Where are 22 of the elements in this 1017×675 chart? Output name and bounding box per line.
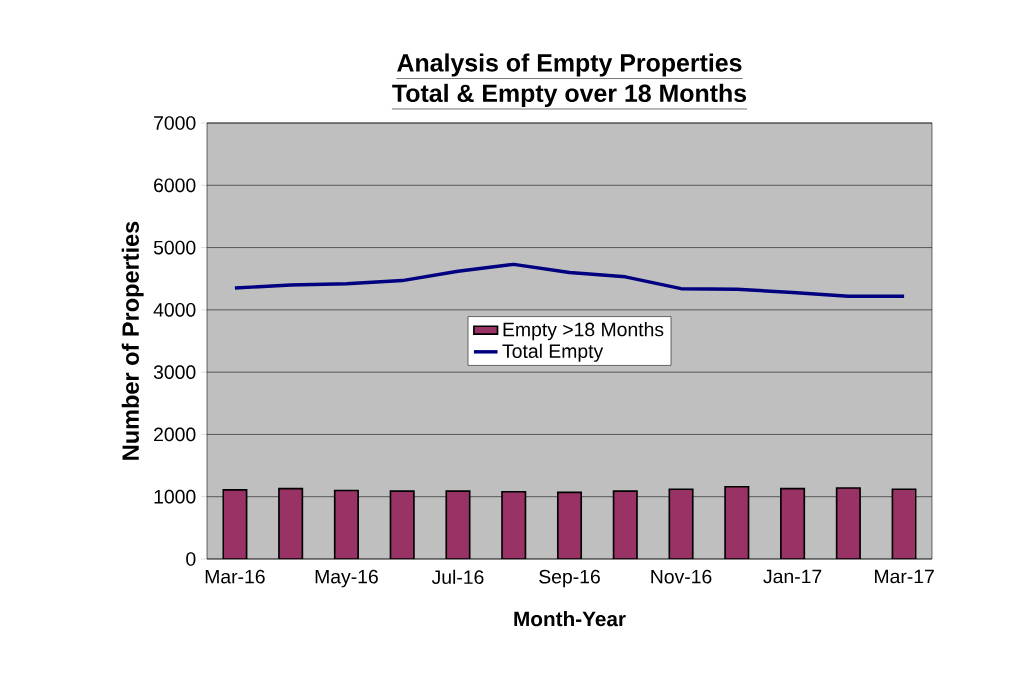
x-tick-label: Sep-16 xyxy=(539,569,600,588)
legend-label: Total Empty xyxy=(502,343,604,362)
x-axis-title: Month-Year xyxy=(514,611,626,627)
line-series xyxy=(233,262,906,298)
x-tick-label: Mar-16 xyxy=(205,569,265,584)
x-tick-label: Jul-16 xyxy=(431,569,484,585)
x-tick-label: Jan-17 xyxy=(763,569,822,584)
x-tick-label: May-16 xyxy=(315,569,378,588)
y-tick-label: 5000 xyxy=(153,240,196,255)
chart-title: Analysis of Empty Properties xyxy=(397,53,742,77)
legend-label: Empty >18 Months xyxy=(503,322,664,341)
y-tick-label: 7000 xyxy=(154,116,196,130)
x-tick-label: Nov-16 xyxy=(651,569,712,584)
chart-subtitle: Total & Empty over 18 Months xyxy=(392,83,747,108)
y-tick-label: 3000 xyxy=(153,365,196,380)
y-tick-label: 0 xyxy=(186,552,196,566)
y-tick-label: 4000 xyxy=(153,302,196,317)
y-tick-label: 6000 xyxy=(154,178,196,193)
y-tick-label: 2000 xyxy=(154,427,196,442)
y-axis-title: Number of Properties xyxy=(121,221,144,460)
y-tick-label: 1000 xyxy=(154,489,196,504)
x-tick-label: Mar-17 xyxy=(875,569,934,584)
